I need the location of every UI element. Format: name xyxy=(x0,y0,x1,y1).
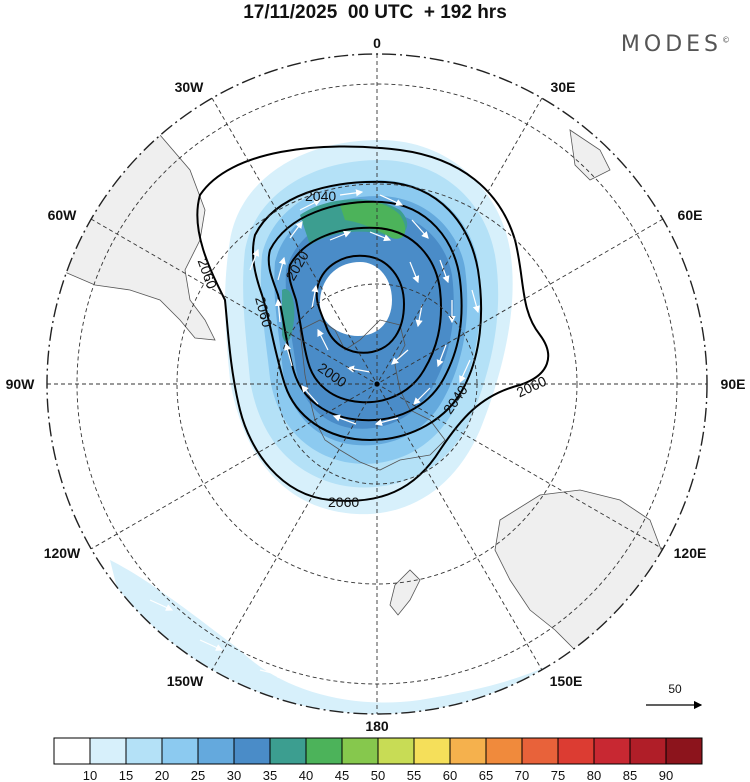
colorbar-swatch xyxy=(53,737,91,765)
antarctica-coast-overlay xyxy=(299,319,446,471)
colorbar-tick-label: 85 xyxy=(623,768,637,782)
wind-vectors xyxy=(149,189,564,696)
colorbar-tick-label: 55 xyxy=(407,768,421,782)
colorbar-swatch xyxy=(125,737,163,765)
contour-label: 2060 xyxy=(252,295,276,329)
colorbar-swatch xyxy=(629,737,667,765)
wind-reference-label: 50 xyxy=(668,682,682,696)
colorbar-tick-label: 20 xyxy=(155,768,169,782)
colorbar-swatch xyxy=(557,737,595,765)
colorbar-swatch xyxy=(377,737,415,765)
colorbar-tick-label: 75 xyxy=(551,768,565,782)
height-contours xyxy=(196,145,550,502)
map-boundary xyxy=(46,53,708,715)
lon-label-0: 0 xyxy=(373,35,381,51)
longitude-labels: 0 30E 60E 90E 120E 150E 180 150W 120W 90… xyxy=(6,35,746,734)
colorbar-swatch xyxy=(413,737,451,765)
colorbar-swatch xyxy=(449,737,487,765)
colorbar-swatch xyxy=(197,737,235,765)
colorbar-tick-label: 50 xyxy=(371,768,385,782)
colorbar-swatch xyxy=(593,737,631,765)
logo-copyright: © xyxy=(722,35,730,45)
map-title: 17/11/2025 00 UTC + 192 hrs xyxy=(243,2,507,23)
lon-label-180: 180 xyxy=(365,718,389,734)
lon-label-90w: 90W xyxy=(6,376,36,392)
wind-hole-center xyxy=(319,262,392,336)
colorbar-swatch xyxy=(89,737,127,765)
lon-label-30w: 30W xyxy=(175,79,205,95)
colorbar-tick-label: 90 xyxy=(659,768,673,782)
lon-label-60e: 60E xyxy=(678,207,703,223)
colorbar-tick-label: 40 xyxy=(299,768,313,782)
contour-2000 xyxy=(288,226,443,404)
colorbar-tick-label: 45 xyxy=(335,768,349,782)
colorbar-tick-label: 35 xyxy=(263,768,277,782)
colorbar-tick-label: 80 xyxy=(587,768,601,782)
colorbar-swatch xyxy=(233,737,271,765)
colorbar-swatch xyxy=(161,737,199,765)
colorbar-tick-label: 25 xyxy=(191,768,205,782)
colorbar-tick-label: 60 xyxy=(443,768,457,782)
lon-label-30e: 30E xyxy=(551,79,576,95)
lon-label-90e: 90E xyxy=(721,376,746,392)
colorbar-tick-label: 10 xyxy=(83,768,97,782)
colorbar-swatch xyxy=(305,737,343,765)
lon-label-120e: 120E xyxy=(674,545,707,561)
contour-label: 2060 xyxy=(328,494,359,510)
colorbar-swatch xyxy=(485,737,523,765)
southern-africa-land xyxy=(569,129,611,181)
contour-inner xyxy=(315,254,406,354)
contour-label: 2040 xyxy=(305,188,336,204)
colorbar-tick-label: 30 xyxy=(227,768,241,782)
colorbar-tick-label: 15 xyxy=(119,768,133,782)
contour-2060 xyxy=(196,145,550,502)
lon-label-150w: 150W xyxy=(167,673,204,689)
contour-2040 xyxy=(252,180,483,442)
lon-label-60w: 60W xyxy=(48,207,78,223)
lon-label-120w: 120W xyxy=(44,545,81,561)
modes-logo: MODES© xyxy=(621,32,730,57)
new-zealand-land xyxy=(389,569,421,616)
wind-reference: 50 xyxy=(646,682,703,710)
colorbar-swatch xyxy=(665,737,703,765)
colorbar-tick-label: 65 xyxy=(479,768,493,782)
colorbar: 10 15 20 25 30 35 40 45 50 55 60 65 70 75 80 85 90 xyxy=(53,737,703,782)
colorbar-swatch xyxy=(521,737,559,765)
colorbar-swatch xyxy=(341,737,379,765)
colorbar-swatch xyxy=(269,737,307,765)
logo-text: MODES xyxy=(620,32,722,57)
contour-2020 xyxy=(267,200,463,422)
south-pole-marker xyxy=(374,381,380,387)
lon-label-150e: 150E xyxy=(550,673,583,689)
colorbar-tick-label: 70 xyxy=(515,768,529,782)
